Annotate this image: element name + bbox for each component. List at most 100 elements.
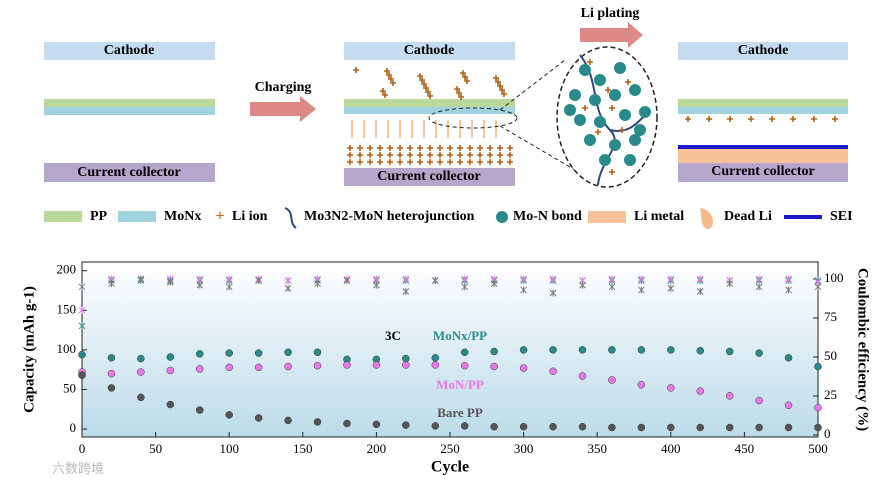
ce-point bbox=[343, 277, 351, 285]
li-ion bbox=[367, 152, 373, 158]
capacity-point bbox=[814, 362, 822, 371]
cathode-label: Cathode bbox=[404, 43, 455, 58]
li-ion bbox=[467, 152, 473, 158]
arrow bbox=[250, 96, 316, 122]
ce-point bbox=[667, 275, 675, 283]
chart: 0 50 100 150 200 250 300 350 400 450 5000501001502… bbox=[21, 262, 870, 476]
y2-tick-label: 50 bbox=[824, 348, 837, 363]
li-ion bbox=[397, 159, 403, 165]
y2-tick-label: 75 bbox=[824, 309, 837, 324]
capacity-point bbox=[431, 422, 440, 430]
ce-point bbox=[314, 280, 321, 288]
capacity-point bbox=[78, 371, 86, 379]
li-ion bbox=[497, 145, 503, 151]
pp-layer bbox=[678, 99, 848, 107]
series-label: Bare PP bbox=[437, 405, 483, 420]
y2-tick-label: 25 bbox=[824, 387, 837, 402]
li-ion bbox=[427, 93, 433, 99]
ce-point bbox=[579, 281, 586, 289]
ce-point bbox=[402, 287, 410, 295]
li-ion bbox=[460, 70, 466, 76]
ce-point bbox=[608, 275, 616, 283]
ce-point bbox=[137, 275, 145, 283]
li-ion bbox=[832, 116, 838, 122]
collector bbox=[44, 163, 215, 182]
watermark: 六数跨境 bbox=[52, 461, 104, 476]
legend-icon bbox=[700, 208, 713, 229]
capacity-point bbox=[460, 361, 469, 370]
arrow bbox=[580, 22, 643, 48]
y-tick-label: 50 bbox=[63, 380, 76, 395]
x-tick-label: 500 bbox=[808, 441, 828, 456]
capacity-point bbox=[225, 363, 233, 372]
li-ion bbox=[407, 152, 413, 158]
capacity-point bbox=[402, 421, 410, 429]
li-ion bbox=[437, 159, 443, 165]
cathode-label: Cathode bbox=[738, 43, 789, 58]
capacity-point bbox=[196, 350, 204, 358]
capacity-point bbox=[196, 406, 204, 414]
capacity-point bbox=[725, 392, 734, 400]
arrow-label: Charging bbox=[255, 80, 312, 95]
bonds bbox=[564, 59, 651, 175]
li-ion bbox=[477, 145, 483, 151]
series-label: MoN/PP bbox=[436, 377, 484, 392]
y-tick-label: 150 bbox=[57, 301, 77, 316]
capacity-point bbox=[578, 422, 587, 431]
zoom-circle bbox=[556, 46, 658, 188]
mo-n-bond bbox=[614, 62, 626, 74]
capacity-point bbox=[667, 346, 675, 354]
mo-n-bond bbox=[574, 114, 586, 126]
capacity-point bbox=[284, 416, 292, 425]
ce-point bbox=[461, 283, 469, 291]
li-ion bbox=[357, 152, 363, 158]
ce-point bbox=[196, 275, 204, 283]
capacity-point bbox=[667, 423, 675, 432]
legend-label: SEI bbox=[830, 209, 853, 224]
li-ion bbox=[380, 88, 386, 94]
li-ion bbox=[427, 159, 433, 165]
collector bbox=[678, 163, 848, 182]
mo-n-bond bbox=[599, 154, 611, 166]
li-ion bbox=[347, 152, 353, 158]
ce-point bbox=[549, 289, 557, 297]
li-ion bbox=[477, 152, 483, 158]
li-ion bbox=[417, 73, 423, 79]
capacity-point bbox=[225, 349, 233, 357]
capacity-point bbox=[784, 423, 793, 432]
li-ion bbox=[487, 145, 493, 151]
capacity-point bbox=[343, 361, 351, 369]
capacity-point bbox=[608, 423, 616, 432]
capacity-point bbox=[549, 422, 557, 431]
capacity-point bbox=[343, 419, 351, 428]
li-ion bbox=[447, 152, 453, 158]
capacity-point bbox=[608, 346, 616, 354]
li-ion bbox=[497, 152, 503, 158]
mo-n-bond bbox=[609, 89, 621, 101]
x-tick-label: 250 bbox=[440, 441, 460, 456]
cathode bbox=[44, 42, 215, 60]
li-ion bbox=[417, 145, 423, 151]
mo-n-bond bbox=[634, 124, 646, 136]
li-ion bbox=[347, 145, 353, 151]
x-tick-label: 200 bbox=[367, 441, 387, 456]
y-tick-label: 200 bbox=[57, 262, 77, 277]
li-ion bbox=[407, 145, 413, 151]
mon-layer bbox=[344, 107, 515, 114]
ce-point bbox=[490, 280, 498, 288]
capacity-point bbox=[284, 348, 292, 357]
li-ion bbox=[467, 159, 473, 165]
li-ion bbox=[388, 76, 394, 82]
capacity-point bbox=[578, 372, 587, 380]
li-ion bbox=[507, 152, 513, 158]
legend-label: PP bbox=[90, 209, 108, 224]
li-ion bbox=[582, 105, 588, 111]
li-ion bbox=[495, 79, 501, 85]
li-ion bbox=[386, 72, 392, 78]
ce-point bbox=[284, 277, 292, 285]
capacity-point bbox=[372, 420, 381, 429]
x-tick-label: 0 bbox=[79, 441, 86, 456]
ce-point bbox=[166, 278, 174, 286]
capacity-point bbox=[725, 423, 734, 432]
